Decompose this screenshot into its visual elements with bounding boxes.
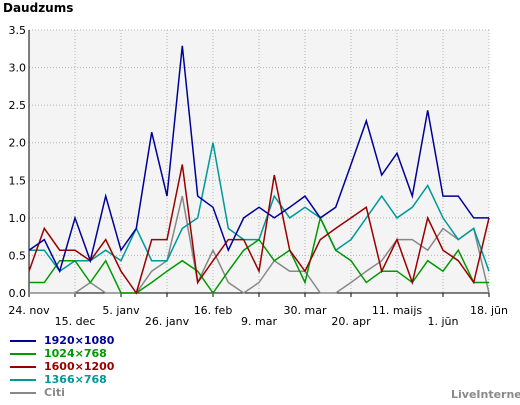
- y-tick-label: 2.5: [9, 99, 27, 112]
- x-tick-label: 15. dec: [55, 315, 96, 328]
- x-tick-label: 5. janv: [102, 304, 140, 317]
- legend-swatch: [10, 391, 36, 394]
- y-tick-label: 3.0: [9, 62, 27, 75]
- x-tick-label: 20. apr: [331, 315, 371, 328]
- legend-item: 1366×768: [10, 373, 114, 386]
- series-line-3: [28, 164, 490, 295]
- legend-swatch: [10, 352, 36, 355]
- legend-swatch: [10, 378, 36, 381]
- series-line-5: [29, 195, 490, 294]
- x-tick-label: 9. mar: [241, 315, 277, 328]
- legend: 1920×1080 1024×768 1600×1200 1366×768 Citi: [10, 334, 114, 399]
- x-tick-label: 18. jūn: [470, 304, 508, 317]
- x-tick-label: 26. janv: [145, 315, 190, 328]
- y-tick-label: 2.0: [9, 137, 27, 150]
- series-line-1: [28, 45, 489, 274]
- legend-label: 1366×768: [44, 373, 107, 386]
- x-tick-label: 16. feb: [194, 304, 233, 317]
- legend-label: 1024×768: [44, 347, 107, 360]
- legend-swatch: [10, 365, 36, 368]
- x-tick-label: 24. nov: [8, 304, 50, 317]
- chart-title: Daudzums: [3, 1, 74, 15]
- y-tick-label: 1.5: [9, 174, 27, 187]
- brand-label: LiveInternet: [451, 388, 520, 401]
- legend-swatch: [10, 339, 36, 342]
- legend-label: 1920×1080: [44, 334, 115, 347]
- y-tick-label: 1.0: [9, 212, 27, 225]
- y-tick-label: 0.0: [9, 287, 27, 300]
- legend-item: 1920×1080: [10, 334, 114, 347]
- legend-label: 1600×1200: [44, 360, 115, 373]
- legend-item: 1600×1200: [10, 360, 114, 373]
- x-tick-label: 30. mar: [284, 304, 327, 317]
- legend-item: 1024×768: [10, 347, 114, 360]
- y-tick-label: 3.5: [9, 24, 27, 37]
- x-tick-label: 1. jūn: [428, 315, 459, 328]
- y-tick-label: 0.5: [9, 249, 27, 262]
- legend-label: Citi: [44, 386, 65, 399]
- legend-item: Citi: [10, 386, 114, 399]
- x-tick-label: 11. maijs: [372, 304, 423, 317]
